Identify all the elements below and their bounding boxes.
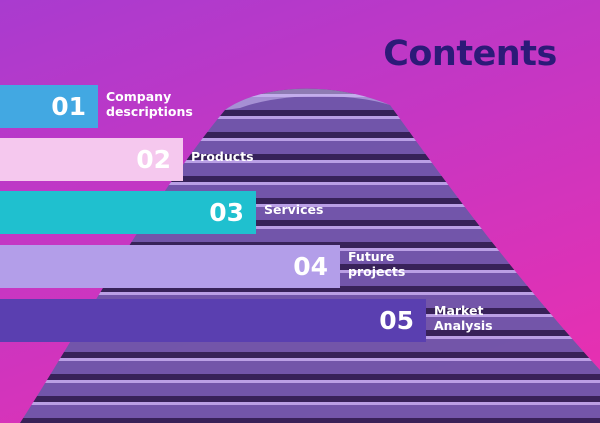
item-bar: 05 [0,299,426,342]
title: Contents [383,34,557,74]
item-bar: 04 [0,245,340,288]
item-label: Products [191,149,254,164]
item-label: Future projects [348,248,406,279]
item-label: Services [264,202,324,217]
item-label: Company descriptions [106,88,193,119]
building-top [225,88,390,110]
item-bar: 01 [0,85,98,128]
item-label: Market Analysis [434,302,493,333]
item-bar: 02 [0,138,183,181]
item-bar: 03 [0,191,256,234]
